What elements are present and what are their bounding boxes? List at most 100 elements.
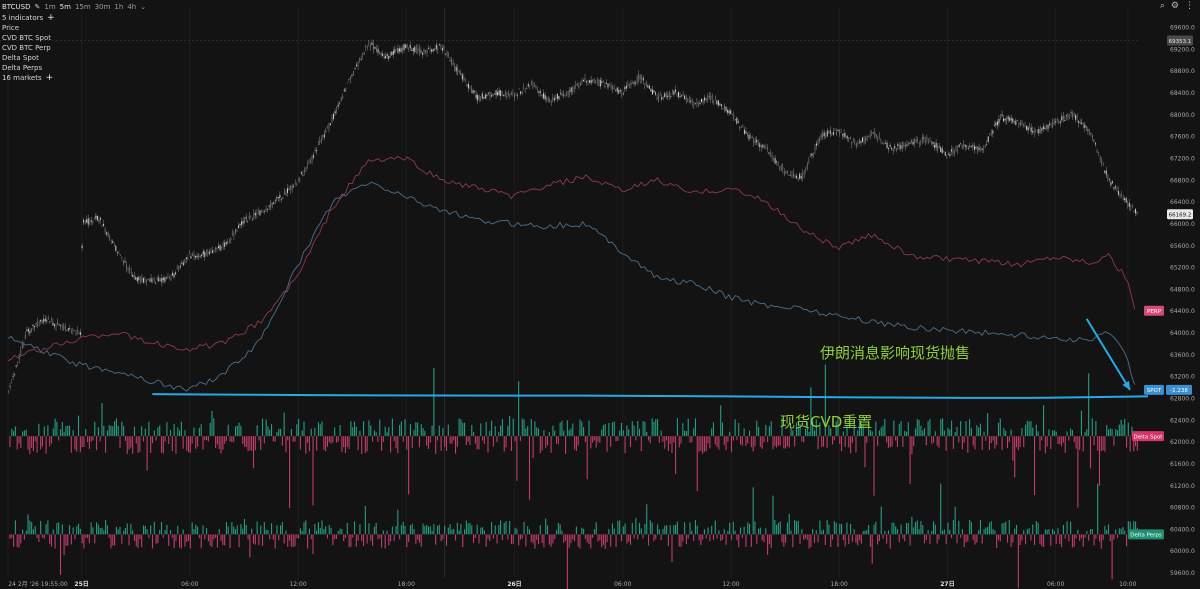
gear-icon[interactable]: ⚙ <box>1170 1 1179 11</box>
delta-bar <box>875 521 877 535</box>
price-candle <box>60 325 62 326</box>
price-candle <box>832 131 834 135</box>
delta-bar <box>868 525 870 535</box>
price-candle <box>682 94 684 95</box>
delta-bar <box>159 529 161 535</box>
price-candle <box>84 223 86 224</box>
delta-bar <box>164 529 166 535</box>
price-candle <box>748 134 750 140</box>
delta-bar <box>29 436 31 454</box>
more-icon[interactable]: ⋮ <box>1185 1 1194 11</box>
delta-bar <box>1057 528 1059 535</box>
timeframe-4h[interactable]: 4h <box>127 3 137 11</box>
delta-bar <box>399 534 401 540</box>
delta-bar <box>22 529 24 535</box>
price-candle <box>711 95 713 101</box>
delta-bar <box>779 436 781 446</box>
delta-bar <box>846 522 848 535</box>
price-candle <box>720 104 722 107</box>
delta-bar <box>124 527 126 535</box>
price-candle <box>449 60 451 62</box>
markets-row[interactable]: 16 markets + <box>2 73 55 83</box>
timeframe-1h[interactable]: 1h <box>114 3 124 11</box>
delta-bar <box>783 534 785 547</box>
price-candle <box>414 46 416 53</box>
delta-bar <box>931 531 933 535</box>
delta-bar <box>958 520 960 535</box>
timeframe-1m[interactable]: 1m <box>44 3 56 11</box>
price-candle <box>664 93 666 98</box>
delta-bar <box>435 436 437 454</box>
price-candle <box>477 95 479 101</box>
delta-bar <box>1075 436 1077 449</box>
chevron-down-icon[interactable]: ⌄ <box>140 3 147 11</box>
delta-bar <box>725 436 727 450</box>
delta-bar <box>440 534 442 542</box>
price-candle <box>76 330 78 332</box>
delta-bar <box>58 522 60 535</box>
price-candle <box>328 123 330 129</box>
delta-bar <box>162 436 164 454</box>
y-tick-label: 59600.0 <box>1170 570 1195 577</box>
price-candle <box>849 138 851 139</box>
crosshair-price-badge-bg <box>1167 35 1193 46</box>
indicators-row[interactable]: 5 indicators + <box>2 13 55 23</box>
search-icon[interactable]: ⌕ <box>1159 1 1165 11</box>
delta-bar <box>227 424 229 437</box>
delta-bar <box>231 522 233 535</box>
edit-icon[interactable]: ✎ <box>34 3 41 11</box>
price-candle <box>86 219 88 223</box>
timeframe-5m[interactable]: 5m <box>59 3 71 11</box>
delta-bar <box>103 530 105 535</box>
price-candle <box>756 139 758 143</box>
price-candle <box>47 319 49 320</box>
price-candle <box>651 89 653 95</box>
legend-item-cvd-perp[interactable]: CVD BTC Perp <box>2 43 55 53</box>
delta-bar <box>160 436 163 453</box>
price-candle <box>290 186 292 190</box>
delta-bar <box>1048 429 1050 437</box>
price-candle <box>825 136 827 138</box>
y-tick-label: 64400.0 <box>1170 308 1195 315</box>
delta-bar <box>310 534 312 540</box>
delta-bar <box>328 436 330 443</box>
price-axis[interactable]: 69600.069200.068800.068400.068000.067600… <box>1170 25 1195 577</box>
symbol-label[interactable]: BTCUSD <box>2 3 31 11</box>
delta-bar <box>676 418 678 437</box>
delta-bar <box>689 436 691 443</box>
delta-bar <box>346 522 348 535</box>
delta-bar <box>256 521 258 535</box>
delta-bar <box>992 529 994 535</box>
timeframe-30m[interactable]: 30m <box>94 3 111 11</box>
delta-bar <box>909 436 911 484</box>
delta-bar <box>458 418 460 437</box>
price-candle <box>253 212 255 219</box>
legend-item-delta-perps[interactable]: Delta Perps <box>2 63 55 73</box>
time-axis[interactable]: 24 2月 '26 19:55:00 25日 06:00 12:00 18:00 26日 0… <box>8 581 1136 588</box>
legend-item-price[interactable]: Price <box>2 23 55 33</box>
legend-item-cvd-spot[interactable]: CVD BTC Spot <box>2 33 55 43</box>
delta-bar <box>711 525 713 535</box>
x-tick-label: 06:00 <box>181 581 198 588</box>
price-candle <box>487 92 489 94</box>
price-candle <box>734 119 736 121</box>
legend-item-delta-spot[interactable]: Delta Spot <box>2 53 55 63</box>
add-indicator-icon[interactable]: + <box>47 13 55 23</box>
delta-bar <box>945 436 947 451</box>
add-market-icon[interactable]: + <box>45 73 54 83</box>
delta-bar <box>976 534 978 543</box>
delta-bar <box>1001 436 1003 451</box>
delta-bar <box>1106 425 1108 437</box>
price-candle <box>671 91 673 92</box>
delta-bar <box>224 436 226 444</box>
delta-bar <box>72 430 74 437</box>
price-candle <box>521 92 523 94</box>
delta-bar <box>619 520 621 535</box>
delta-bar <box>550 436 552 453</box>
price-candle <box>492 94 494 96</box>
delta-bar <box>932 436 935 443</box>
timeframe-15m[interactable]: 15m <box>74 3 91 11</box>
delta-bar <box>767 436 769 443</box>
delta-bar <box>694 520 696 535</box>
